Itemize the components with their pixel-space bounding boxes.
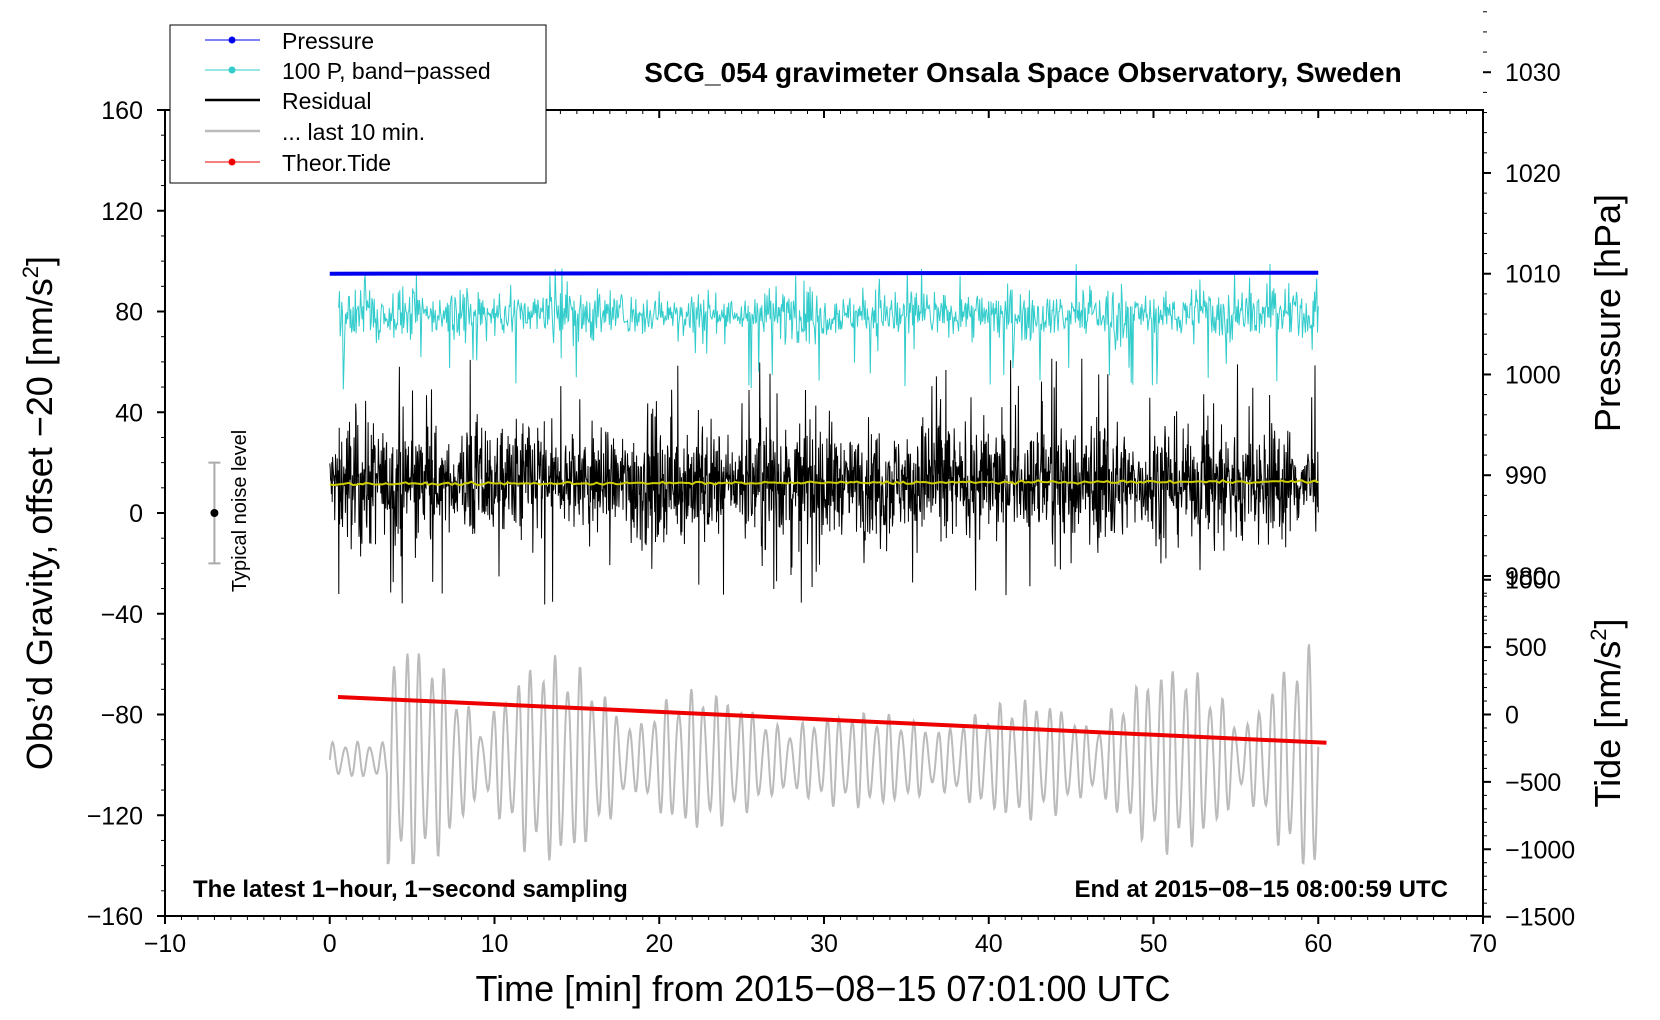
- noise-bar-center: [210, 509, 219, 517]
- x-tick-label: −10: [144, 930, 186, 958]
- y-axis-label-left-sup: 2: [18, 266, 43, 278]
- y-tick-label: 160: [101, 97, 143, 125]
- legend-label-tide: Theor.Tide: [282, 150, 391, 176]
- x-tick-label: 60: [1304, 930, 1332, 958]
- sampling-annotation: The latest 1−hour, 1−second sampling: [193, 876, 628, 903]
- legend-label-last10: ... last 10 min.: [282, 119, 425, 145]
- y-tick-label: 0: [129, 500, 143, 528]
- x-axis-label: Time [min] from 2015−08−15 07:01:00 UTC: [475, 968, 1170, 1009]
- legend: Pressure 100 P, band−passed Residual ...…: [169, 24, 547, 184]
- pressure-tick-label: 1020: [1505, 160, 1561, 188]
- pressure-tick-label: 990: [1505, 462, 1547, 490]
- y-tick-label: −80: [101, 702, 143, 730]
- y-tick-label: −120: [87, 802, 143, 830]
- series-layer: [208, 263, 1327, 866]
- noise-level-label: Typical noise level: [229, 430, 251, 592]
- pressure-tick-label: 1010: [1505, 261, 1561, 289]
- y-axis-label-tide-sup: 2: [1586, 629, 1611, 641]
- legend-marker: [228, 36, 236, 44]
- x-tick-label: 40: [975, 930, 1003, 958]
- legend-label-residual: Residual: [282, 88, 372, 114]
- y-tick-label: 120: [101, 198, 143, 226]
- tide-tick-label: −500: [1505, 769, 1561, 797]
- pressure-tick-label: 980: [1505, 563, 1547, 591]
- legend-box: [169, 24, 547, 184]
- x-tick-label: 20: [645, 930, 673, 958]
- axes-layer: −10 0 10 20 30 40 50 60 7016012080400−40−80−120−…: [87, 11, 1575, 958]
- residual-mean-series: [329, 479, 1319, 487]
- y-tick-label: 40: [115, 399, 143, 427]
- tide-tick-label: 1000: [1505, 567, 1561, 595]
- x-tick-label: 50: [1140, 930, 1168, 958]
- y-tick-label: −40: [101, 601, 143, 629]
- y-axis-label-left: Obs’d Gravity, offset −20 [nm/s2]: [18, 256, 60, 770]
- last-10-min-series: [328, 644, 1320, 866]
- y-axis-label-tide: Tide [nm/s2]: [1586, 619, 1628, 808]
- y-axis-label-tide-close: ]: [1587, 619, 1628, 629]
- y-axis-label-left-text: Obs’d Gravity, offset −20 [nm/s: [19, 278, 60, 770]
- theoretical-tide-series: [337, 694, 1327, 745]
- legend-label-bandpassed: 100 P, band−passed: [282, 58, 491, 84]
- x-tick-label: 0: [323, 930, 337, 958]
- x-tick-label: 70: [1469, 930, 1497, 958]
- x-tick-label: 10: [481, 930, 509, 958]
- legend-marker: [228, 66, 236, 74]
- legend-label-pressure: Pressure: [282, 28, 374, 54]
- tide-tick-label: 500: [1505, 634, 1547, 662]
- bandpassed-pressure-series: [337, 263, 1319, 390]
- y-tick-label: −160: [87, 903, 143, 931]
- y-axis-label-pressure: Pressure [hPa]: [1587, 194, 1628, 432]
- tide-tick-label: 0: [1505, 702, 1519, 730]
- y-axis-label-tide-text: Tide [nm/s: [1587, 641, 1628, 808]
- legend-marker: [228, 158, 236, 166]
- tide-tick-label: −1500: [1505, 904, 1575, 932]
- pressure-tick-label: 1030: [1505, 59, 1561, 87]
- tide-tick-label: −1000: [1505, 836, 1575, 864]
- y-tick-label: 80: [115, 299, 143, 327]
- pressure-tick-label: 1000: [1505, 361, 1561, 389]
- x-tick-label: 30: [810, 930, 838, 958]
- residual-series: [329, 358, 1319, 605]
- y-axis-label-left-close: ]: [19, 256, 60, 266]
- end-time-annotation: End at 2015−08−15 08:00:59 UTC: [1074, 876, 1448, 903]
- pressure-series: [329, 270, 1319, 276]
- chart-title: SCG_054 gravimeter Onsala Space Observat…: [644, 57, 1401, 88]
